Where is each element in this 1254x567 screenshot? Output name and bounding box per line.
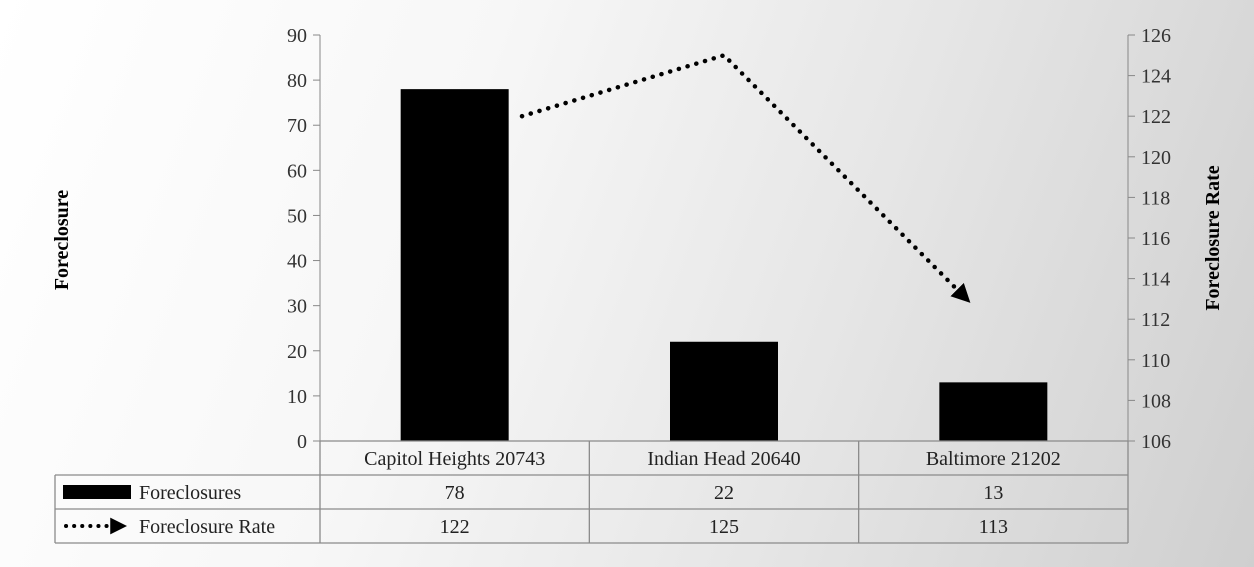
bar: [939, 382, 1048, 441]
table-cell-value: 113: [979, 516, 1008, 538]
table-cell-value: 122: [440, 516, 470, 538]
series-line-foreclosure-rate: [519, 53, 971, 303]
y2-tick-label: 110: [1141, 350, 1170, 372]
y2-tick-label: 124: [1141, 66, 1171, 88]
bar: [400, 89, 509, 441]
axes-group: 0 10 20 30 40 50 60 70 80 90 106 108 110 112 114 116 118…: [287, 25, 1171, 453]
y2-tick-label: 116: [1141, 228, 1170, 250]
series-name: Foreclosure Rate: [139, 516, 275, 538]
table-cell-value: 22: [714, 482, 734, 504]
y2-tick-label: 106: [1141, 431, 1171, 453]
y2-tick-label: 114: [1141, 269, 1170, 291]
y-tick-label: 20: [287, 341, 307, 363]
y2-tick-label: 112: [1141, 309, 1170, 331]
y-tick-label: 50: [287, 205, 307, 227]
y2-tick-label: 108: [1141, 390, 1171, 412]
y2-tick-label: 118: [1141, 187, 1170, 209]
y2-tick-label: 126: [1141, 25, 1171, 47]
y-tick-label: 70: [287, 115, 307, 137]
y2-axis-title: Foreclosure Rate: [1202, 165, 1224, 310]
table-cell-value: 78: [445, 482, 465, 504]
line-group: [519, 53, 971, 303]
category-label: Indian Head 20640: [647, 448, 800, 470]
y2-tick-label: 120: [1141, 147, 1171, 169]
y-tick-label: 10: [287, 386, 307, 408]
category-label: Capitol Heights 20743: [364, 448, 545, 470]
y-tick-label: 60: [287, 160, 307, 182]
y-tick-label: 80: [287, 70, 307, 92]
category-label: Baltimore 21202: [926, 448, 1061, 470]
y-axis-title: Foreclosure: [51, 190, 73, 290]
data-table: Capitol Heights 20743 Indian Head 20640 Ba…: [54, 440, 1129, 544]
y-tick-label: 90: [287, 25, 307, 47]
y-tick-label: 30: [287, 296, 307, 318]
y2-tick-label: 122: [1141, 106, 1171, 128]
table-cell-value: 125: [709, 516, 739, 538]
y-tick-label: 40: [287, 251, 307, 273]
table-cell-value: 13: [983, 482, 1003, 504]
series-name: Foreclosures: [139, 482, 241, 504]
bar: [670, 341, 778, 441]
y-tick-label: 0: [297, 431, 307, 453]
bars-group: [400, 89, 1048, 441]
legend-key-bar: [63, 485, 131, 499]
